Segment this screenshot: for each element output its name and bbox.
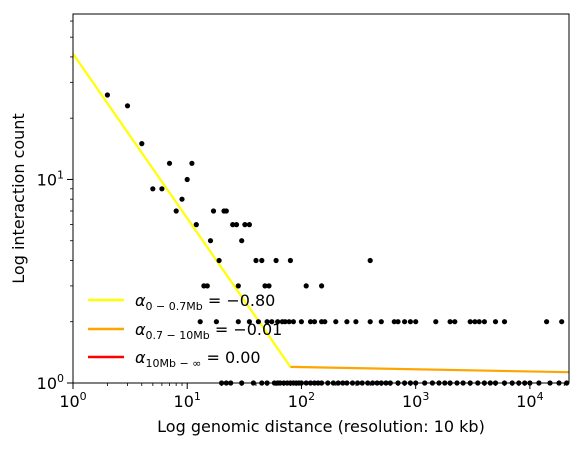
data-point-43 (286, 319, 292, 325)
data-point-58 (407, 319, 413, 325)
data-point-14 (210, 208, 217, 214)
data-point-61 (447, 319, 453, 325)
data-point-69 (544, 319, 550, 325)
data-point-37 (255, 319, 261, 325)
data-point-51 (344, 319, 350, 325)
data-point-26 (262, 283, 268, 289)
data-point-4 (159, 186, 165, 192)
data-point-68 (501, 319, 508, 325)
data-point-28 (273, 257, 279, 264)
data-point-55 (391, 319, 397, 325)
data-point-18 (230, 222, 236, 228)
series-line-0 (72, 53, 292, 368)
y-axis-ticks: 100 101 (37, 20, 73, 393)
data-point-9 (189, 160, 195, 166)
data-point-67 (492, 319, 499, 325)
y-tick-label-0: 100 (37, 372, 64, 393)
data-point-65 (476, 319, 482, 325)
legend: α0 − 0.7Mb = −0.80 α0.7 − 10Mb = −0.01 α10… (88, 291, 282, 370)
data-point-5 (166, 160, 173, 166)
x-axis-label: Log genomic distance (resolution: 10 kb) (157, 417, 485, 436)
data-point-56 (395, 319, 401, 325)
data-point-29 (287, 257, 293, 264)
data-point-17 (223, 208, 229, 214)
legend-label-2: α10Mb − ∞ = 0.00 (135, 348, 261, 370)
data-point-38 (264, 319, 270, 325)
data-point-6 (173, 208, 179, 214)
data-point-12 (204, 283, 210, 289)
x-tick-label-2: 102 (288, 390, 315, 411)
data-point-70 (559, 319, 565, 325)
data-point-33 (197, 319, 203, 325)
data-point-46 (307, 319, 314, 325)
data-point-30 (303, 283, 309, 289)
series-line-1 (290, 365, 570, 374)
data-point-7 (179, 196, 185, 202)
data-point-60 (433, 319, 439, 325)
x-tick-label-3: 103 (402, 390, 429, 411)
x-tick-label-1: 101 (174, 390, 201, 411)
data-point-59 (413, 319, 419, 325)
data-point-40 (275, 319, 281, 325)
data-point-49 (322, 319, 328, 325)
data-point-31 (319, 283, 325, 289)
data-point-62 (452, 319, 458, 325)
data-point-47 (311, 319, 318, 325)
data-point-15 (216, 257, 222, 264)
data-point-42 (282, 319, 288, 325)
data-point-20 (235, 283, 241, 289)
data-point-52 (353, 319, 359, 325)
data-point-35 (235, 319, 241, 325)
x-tick-label-0: 100 (59, 390, 86, 411)
plot-frame (72, 13, 570, 384)
data-point-10 (193, 222, 199, 228)
data-point-34 (213, 319, 219, 325)
data-point-53 (367, 319, 373, 325)
data-point-19 (233, 222, 240, 228)
plot-area (73, 14, 569, 383)
legend-label-1: α0.7 − 10Mb = −0.01 (135, 320, 282, 342)
data-point-57 (402, 319, 408, 325)
data-point-3 (150, 186, 156, 192)
data-point-64 (472, 319, 478, 325)
y-axis-label: Log interaction count (9, 113, 28, 283)
data-point-54 (378, 319, 384, 325)
data-point-36 (246, 319, 252, 325)
x-axis-ticks: 100 101 102 103 104 (59, 383, 565, 411)
data-point-32 (367, 257, 373, 264)
data-point-13 (207, 238, 214, 244)
data-point-25 (259, 257, 265, 264)
data-point-2 (139, 141, 145, 147)
y-tick-label-1: 101 (37, 168, 64, 189)
x-tick-label-4: 104 (516, 390, 543, 411)
data-point-39 (269, 319, 275, 325)
series-group (72, 53, 570, 374)
data-point-45 (298, 319, 304, 325)
data-point-24 (253, 257, 259, 264)
data-point-21 (239, 238, 245, 244)
data-point-27 (266, 283, 272, 289)
legend-label-0: α0 − 0.7Mb = −0.80 (135, 291, 275, 313)
data-point-66 (481, 319, 487, 325)
data-point-1 (124, 103, 131, 109)
data-point-8 (184, 176, 190, 183)
data-point-23 (246, 222, 252, 228)
data-point-22 (242, 222, 248, 228)
data-point-44 (290, 319, 296, 325)
data-point-0 (104, 92, 110, 98)
data-point-50 (333, 319, 339, 325)
data-point-63 (467, 319, 473, 325)
